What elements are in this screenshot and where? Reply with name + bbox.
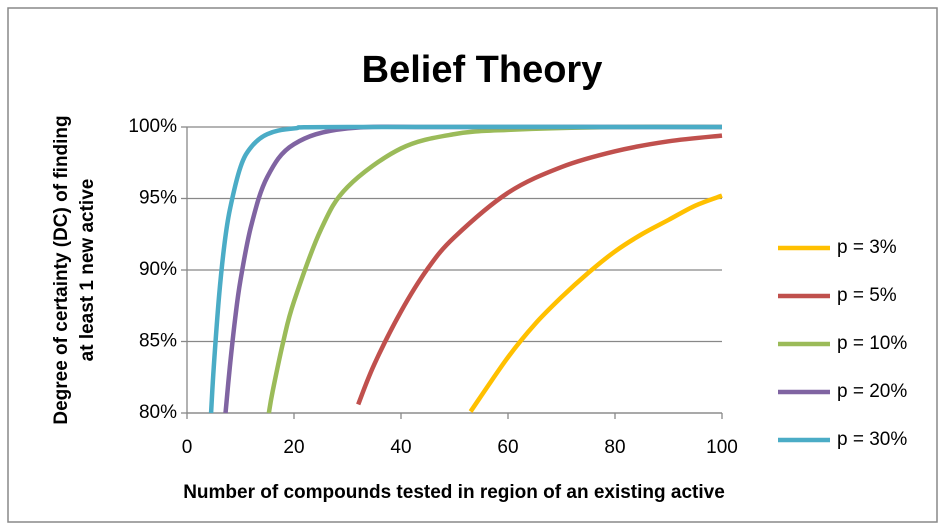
y-tick-label: 85% — [139, 331, 177, 352]
x-tick-label: 0 — [182, 437, 193, 458]
legend-label: p = 30% — [837, 429, 907, 450]
x-tick-label: 20 — [283, 437, 304, 458]
y-tick-label: 80% — [139, 402, 177, 423]
series-line — [208, 124, 723, 414]
series-line — [356, 133, 723, 406]
legend-label: p = 3% — [837, 237, 897, 258]
chart-border — [7, 7, 938, 523]
y-axis-label: Degree of certainty (DC) of finding at l… — [51, 115, 98, 424]
y-axis-label-line: Degree of certainty (DC) of finding — [51, 115, 72, 424]
x-tick-label: 100 — [706, 437, 738, 458]
x-tick-label: 40 — [390, 437, 411, 458]
y-tick-label: 90% — [139, 259, 177, 280]
y-axis-label-line: at least 1 new active — [77, 179, 98, 362]
legend-label: p = 5% — [837, 285, 897, 306]
y-tick-label: 95% — [139, 188, 177, 209]
legend-label: p = 20% — [837, 381, 907, 402]
series-line — [468, 193, 723, 413]
legend-label: p = 10% — [837, 333, 907, 354]
x-axis-label: Number of compounds tested in region of … — [183, 482, 725, 503]
x-tick-label: 80 — [604, 437, 625, 458]
x-tick-label: 60 — [497, 437, 518, 458]
chart-title: Belief Theory — [362, 49, 603, 91]
y-tick-label: 100% — [128, 116, 177, 137]
